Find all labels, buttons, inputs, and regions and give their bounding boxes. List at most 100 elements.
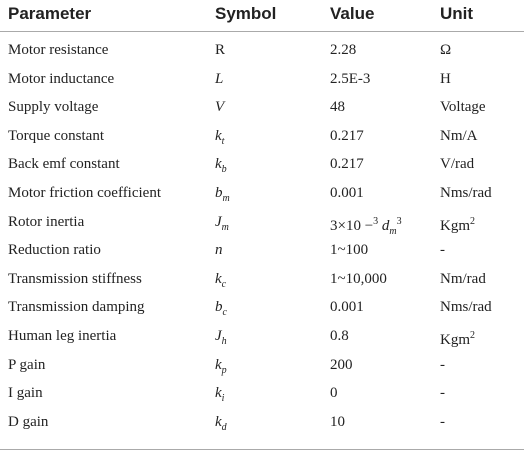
text-segment: Nm/rad [440,270,486,287]
text-segment: k [215,156,222,173]
column-header: Value [330,4,375,23]
text-segment: m [221,221,229,233]
value-cell: 0.217 [330,126,364,146]
parameter-cell: Human leg inertia [8,328,117,344]
value-cell: 0.217 [330,154,364,174]
unit-cell: - [440,240,445,260]
column-header: Parameter [8,4,92,23]
symbol-cell: R [215,40,225,60]
text-segment: k [215,385,222,402]
text-segment: 0.001 [330,185,364,201]
symbol-cell: L [215,69,223,89]
parameter-cell: Torque constant [8,127,105,144]
text-segment: 3 [373,215,379,227]
text-segment: 2 [470,330,475,341]
text-segment: k [215,413,222,430]
parameter-cell: Transmission damping [8,299,145,316]
text-segment: - [440,385,445,402]
text-segment: 0.217 [330,156,364,173]
text-segment: t [221,135,225,147]
text-segment: Ω [440,42,452,58]
text-segment: k [215,127,222,144]
unit-cell: Kgm2 [440,326,475,350]
text-segment: n [215,242,223,259]
unit-cell: H [440,69,451,89]
text-segment: 200 [330,356,353,373]
text-segment: Nms/rad [440,299,492,316]
text-segment: 2.5E-3 [330,70,371,87]
value-cell: 2.28 [330,40,356,60]
column-header: Symbol [215,4,277,23]
text-segment: 3×10 − [330,217,374,234]
text-segment: d [378,217,390,234]
symbol-cell: Jm [215,212,229,238]
text-segment: 48 [330,99,345,116]
parameter-cell: Motor resistance [8,42,109,58]
text-segment: H [440,70,451,87]
text-segment: 3 [396,215,402,227]
parameter-cell: Back emf constant [8,156,120,173]
parameter-cell: D gain [8,413,49,430]
parameter-cell: Motor inductance [8,70,115,87]
text-segment: 0.001 [330,299,364,316]
unit-cell: Ω [440,40,451,60]
symbol-cell: kd [215,412,227,438]
value-cell: 0.001 [330,183,364,203]
text-segment: J [215,213,222,230]
symbol-cell: kc [215,269,226,295]
symbol-cell: kb [215,154,227,180]
column-header: Unit [440,4,474,23]
header-rule [0,31,524,32]
value-cell: 2.5E-3 [330,69,370,89]
parameter-cell: Transmission stiffness [8,270,142,287]
symbol-cell: kp [215,355,227,381]
text-segment: b [215,185,223,201]
unit-cell: Nms/rad [440,183,492,203]
text-segment: c [222,307,227,319]
value-cell: 0.8 [330,326,349,346]
text-segment: 2.28 [330,42,357,58]
text-segment: - [440,242,445,259]
bottom-rule [0,449,524,450]
symbol-cell: bm [215,183,230,209]
text-segment: V/rad [440,156,475,173]
unit-cell: V/rad [440,154,474,174]
text-segment: 0.217 [330,127,364,144]
text-segment: 2 [470,215,475,227]
text-segment: b [215,299,223,316]
unit-cell: Nms/rad [440,297,492,317]
parameter-cell: Motor friction coefficient [8,185,162,201]
text-segment: d [221,421,227,433]
text-segment: 1~10,000 [330,270,387,287]
text-segment: 1~100 [330,242,369,259]
text-segment: i [221,393,225,405]
value-cell: 1~100 [330,240,368,260]
text-segment: 0.8 [330,328,349,344]
parameter-cell: Reduction ratio [8,242,101,259]
parameter-cell: I gain [8,385,43,402]
value-cell: 10 [330,412,345,432]
value-cell: 1~10,000 [330,269,387,289]
symbol-cell: kt [215,126,224,152]
symbol-cell: V [215,97,224,117]
unit-cell: Voltage [440,97,486,117]
text-segment: Voltage [440,99,486,116]
text-segment: m [222,193,230,204]
unit-cell: Kgm2 [440,212,475,236]
symbol-cell: Jh [215,326,227,352]
unit-cell: - [440,412,445,432]
text-segment: Nm/A [440,127,478,144]
text-segment: 0 [330,385,338,402]
symbol-cell: n [215,240,223,260]
text-segment: m [389,225,397,237]
text-segment: p [221,364,227,376]
parameter-cell: Supply voltage [8,99,99,116]
unit-cell: - [440,355,445,375]
text-segment: L [215,70,224,87]
text-segment: Nms/rad [440,185,492,201]
unit-cell: Nm/rad [440,269,486,289]
text-segment: k [215,270,222,287]
text-segment: h [221,336,227,347]
text-segment: - [440,413,445,430]
